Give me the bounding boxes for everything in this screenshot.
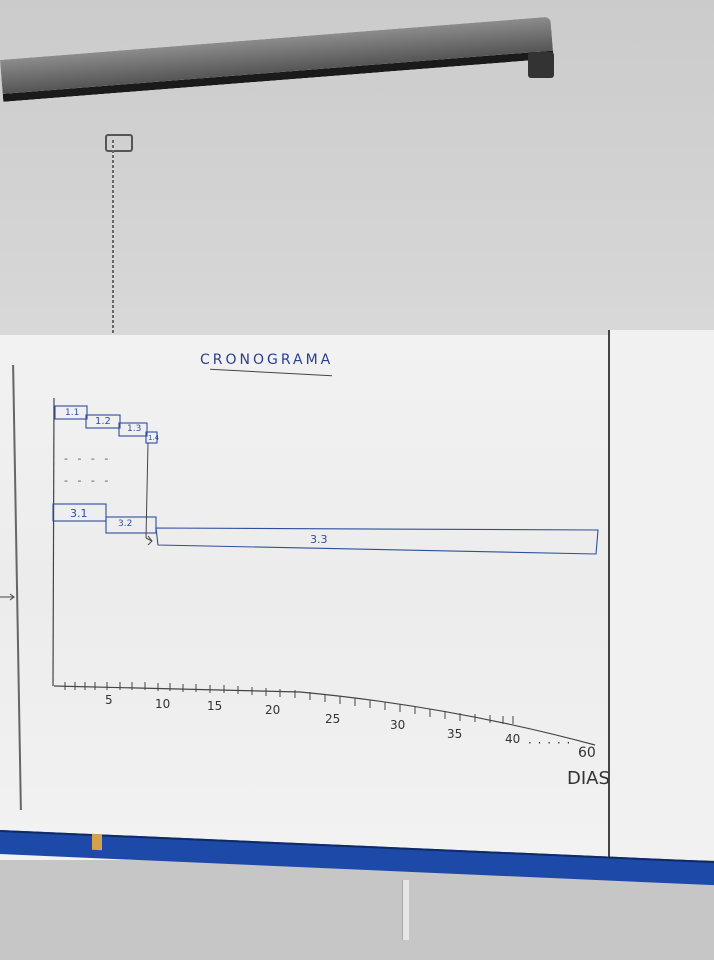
left-arrow-icon: [0, 593, 15, 601]
task-bar-1-1: [54, 405, 88, 420]
task-label-1-4: 1.4: [148, 434, 160, 442]
task-label-3-3: 3.3: [310, 533, 328, 546]
tick-label-25: 25: [325, 712, 341, 726]
pull-handle: [105, 134, 133, 152]
task-bars-phase-3: [52, 503, 599, 555]
tick-label-10: 10: [155, 697, 171, 711]
tick-label-60: 60: [578, 745, 596, 761]
task-bar-1-2: [85, 414, 121, 429]
task-bar-1-4: [145, 431, 158, 444]
units-label: DIAS: [567, 768, 610, 789]
projector-screen-cap: [528, 52, 554, 78]
task-bar-3-3: [155, 527, 599, 555]
pull-chain: [112, 140, 114, 362]
whiteboard-right-panel: [608, 330, 714, 890]
task-bar-1-3: [118, 422, 148, 437]
x-axis-ticks: [64, 682, 514, 724]
task-label-3-2: 3.2: [118, 519, 133, 529]
task-label-1-1: 1.1: [65, 408, 80, 418]
dependency-arrow: [145, 535, 153, 546]
board-stand: [402, 880, 409, 940]
task-bar-3-1: [52, 503, 107, 522]
task-label-1-2: 1.2: [95, 416, 111, 427]
task-bars-phase-1: [54, 405, 158, 444]
task-label-3-1: 3.1: [70, 507, 88, 520]
tick-label-30: 30: [390, 718, 406, 732]
tick-label-15: 15: [207, 699, 223, 713]
tray-tag: [92, 833, 102, 851]
tick-label-35: 35: [447, 727, 463, 741]
continuation-dots-1: - - - -: [64, 452, 112, 465]
axis-gap-dots: · · · · ·: [528, 736, 572, 750]
tick-label-5: 5: [105, 693, 113, 707]
y-axis-line: [52, 397, 55, 687]
task-bar-3-2: [105, 516, 157, 534]
dependency-line: [145, 442, 149, 539]
tick-label-40: 40: [505, 732, 521, 746]
task-label-1-3: 1.3: [127, 424, 142, 434]
continuation-dots-2: - - - -: [64, 474, 112, 487]
tick-label-20: 20: [265, 703, 281, 717]
chart-title: CRONOGRAMA: [200, 352, 334, 368]
